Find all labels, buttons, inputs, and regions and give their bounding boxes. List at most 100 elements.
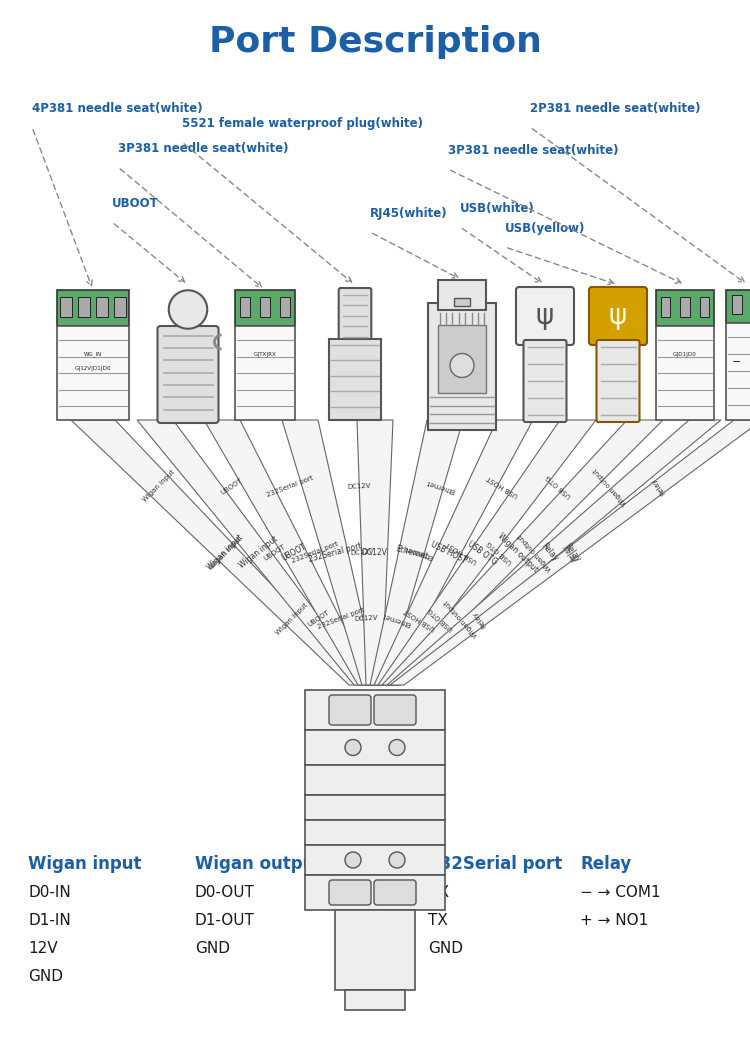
Text: Relay: Relay [650,477,667,496]
Polygon shape [370,420,463,685]
FancyBboxPatch shape [524,340,566,422]
Bar [725,323,750,420]
Text: 232Serial port: 232Serial port [316,607,365,630]
Text: USB OTG: USB OTG [466,539,499,566]
Text: Wigan input: Wigan input [209,536,242,569]
Text: 232Serial port: 232Serial port [266,475,314,498]
Text: Wigan input: Wigan input [28,855,142,873]
Text: UBOOT: UBOOT [280,542,308,563]
Text: TX: TX [428,913,448,927]
Text: USB OTG: USB OTG [545,474,573,499]
Text: DC12V: DC12V [346,482,370,489]
Text: UBOOT: UBOOT [263,543,287,562]
Circle shape [169,290,207,329]
FancyBboxPatch shape [374,695,416,725]
Text: RX: RX [428,885,449,900]
Bar [732,294,742,314]
Text: Ethernet: Ethernet [381,611,411,627]
Bar [96,298,108,318]
Text: DC12V: DC12V [350,549,374,556]
Polygon shape [71,420,367,685]
Text: D1-OUT: D1-OUT [195,913,255,927]
Bar [305,795,445,820]
Text: ψ: ψ [536,302,554,330]
Bar [57,326,129,420]
Text: Relay: Relay [539,542,560,564]
Bar [305,730,445,765]
Bar [345,990,405,1010]
Text: D0-OUT: D0-OUT [195,885,255,900]
Polygon shape [387,420,721,685]
FancyBboxPatch shape [589,287,647,345]
Text: Wigan input: Wigan input [206,532,245,572]
Text: Relay: Relay [472,609,488,628]
FancyBboxPatch shape [339,288,371,344]
Text: Wigan input: Wigan input [238,534,280,570]
Bar [454,298,470,306]
Bar [329,340,381,420]
Text: 232Serial port: 232Serial port [428,855,562,873]
Text: Relay: Relay [562,542,583,564]
Polygon shape [374,420,533,685]
Bar [235,290,295,326]
Circle shape [389,852,405,868]
Text: Wigan output: Wigan output [442,599,478,638]
Text: USB(white): USB(white) [460,202,535,215]
Bar [438,280,486,310]
Polygon shape [204,420,374,685]
Text: Wigan output: Wigan output [496,531,539,573]
Text: Wigan output: Wigan output [518,532,554,572]
Text: USB OTG: USB OTG [486,540,514,565]
Bar [280,298,290,318]
Text: USB HOST: USB HOST [429,540,468,565]
Text: + → NO1: + → NO1 [580,913,648,927]
FancyBboxPatch shape [596,340,640,422]
Text: 12V: 12V [28,941,58,956]
Bar [661,298,670,318]
Text: UBOOT: UBOOT [307,610,331,628]
Text: −: − [732,356,742,367]
Text: Relay: Relay [561,543,577,562]
Text: G|D1|D0: G|D1|D0 [674,352,697,357]
Text: DC12V: DC12V [354,615,378,623]
Bar [680,298,690,318]
Text: WG_IN: WG_IN [84,352,102,357]
Text: ψ: ψ [609,302,627,330]
FancyBboxPatch shape [158,326,218,423]
Text: 4P381 needle seat(white): 4P381 needle seat(white) [32,102,203,115]
Bar [57,290,129,326]
Text: 232Serial port: 232Serial port [291,541,340,564]
Bar [438,325,486,393]
Text: USB HOST: USB HOST [403,607,436,631]
Bar [78,298,90,318]
Text: Wigan input: Wigan input [142,470,176,503]
Text: D0-IN: D0-IN [28,885,70,900]
Polygon shape [378,420,596,685]
FancyBboxPatch shape [374,880,416,905]
Text: − → COM1: − → COM1 [580,885,661,900]
Text: Port Description: Port Description [209,25,542,59]
Bar [235,326,295,420]
Bar [725,290,750,323]
Text: 232Serial port: 232Serial port [308,541,362,564]
Circle shape [345,740,361,756]
Bar [60,298,72,318]
Bar [656,326,714,420]
FancyBboxPatch shape [329,880,371,905]
Text: GND: GND [428,941,463,956]
Circle shape [345,852,361,868]
Text: D1-IN: D1-IN [28,913,70,927]
Text: Wigan output: Wigan output [592,466,628,506]
Text: Relay: Relay [580,855,632,873]
FancyBboxPatch shape [329,695,371,725]
Text: Wigan input: Wigan input [274,602,309,636]
Bar [335,910,415,990]
Text: 5521 female waterproof plug(white): 5521 female waterproof plug(white) [182,117,423,130]
Bar [240,298,250,318]
Bar [700,298,709,318]
Polygon shape [382,420,663,685]
Circle shape [450,353,474,377]
Bar [305,690,445,730]
Bar [656,290,714,326]
Text: 3P381 needle seat(white): 3P381 needle seat(white) [118,141,289,155]
